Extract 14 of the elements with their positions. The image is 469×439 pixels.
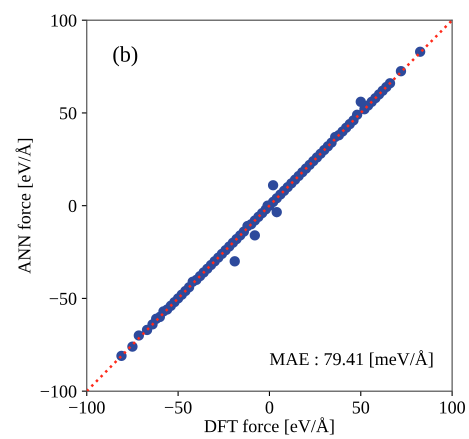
x-tick-label: 0 xyxy=(266,401,274,414)
y-tick-label: −50 xyxy=(50,292,76,305)
x-tick-label: 50 xyxy=(352,401,370,414)
annotation: MAE : 79.41 [meV/Å] xyxy=(270,350,433,368)
y-tick-label: −100 xyxy=(40,385,76,398)
y-tick-label: 50 xyxy=(60,107,76,120)
x-tick-label: 100 xyxy=(440,401,465,414)
x-tick-label: −100 xyxy=(69,401,105,414)
annotation: (b) xyxy=(113,46,138,66)
x-axis-title: DFT force [eV/Å] xyxy=(204,417,334,434)
y-tick-label: 100 xyxy=(52,14,76,27)
x-tick-label: −50 xyxy=(164,401,192,414)
y-axis-title: ANN force [eV/Å] xyxy=(16,138,33,274)
y-tick-label: 0 xyxy=(68,200,76,212)
